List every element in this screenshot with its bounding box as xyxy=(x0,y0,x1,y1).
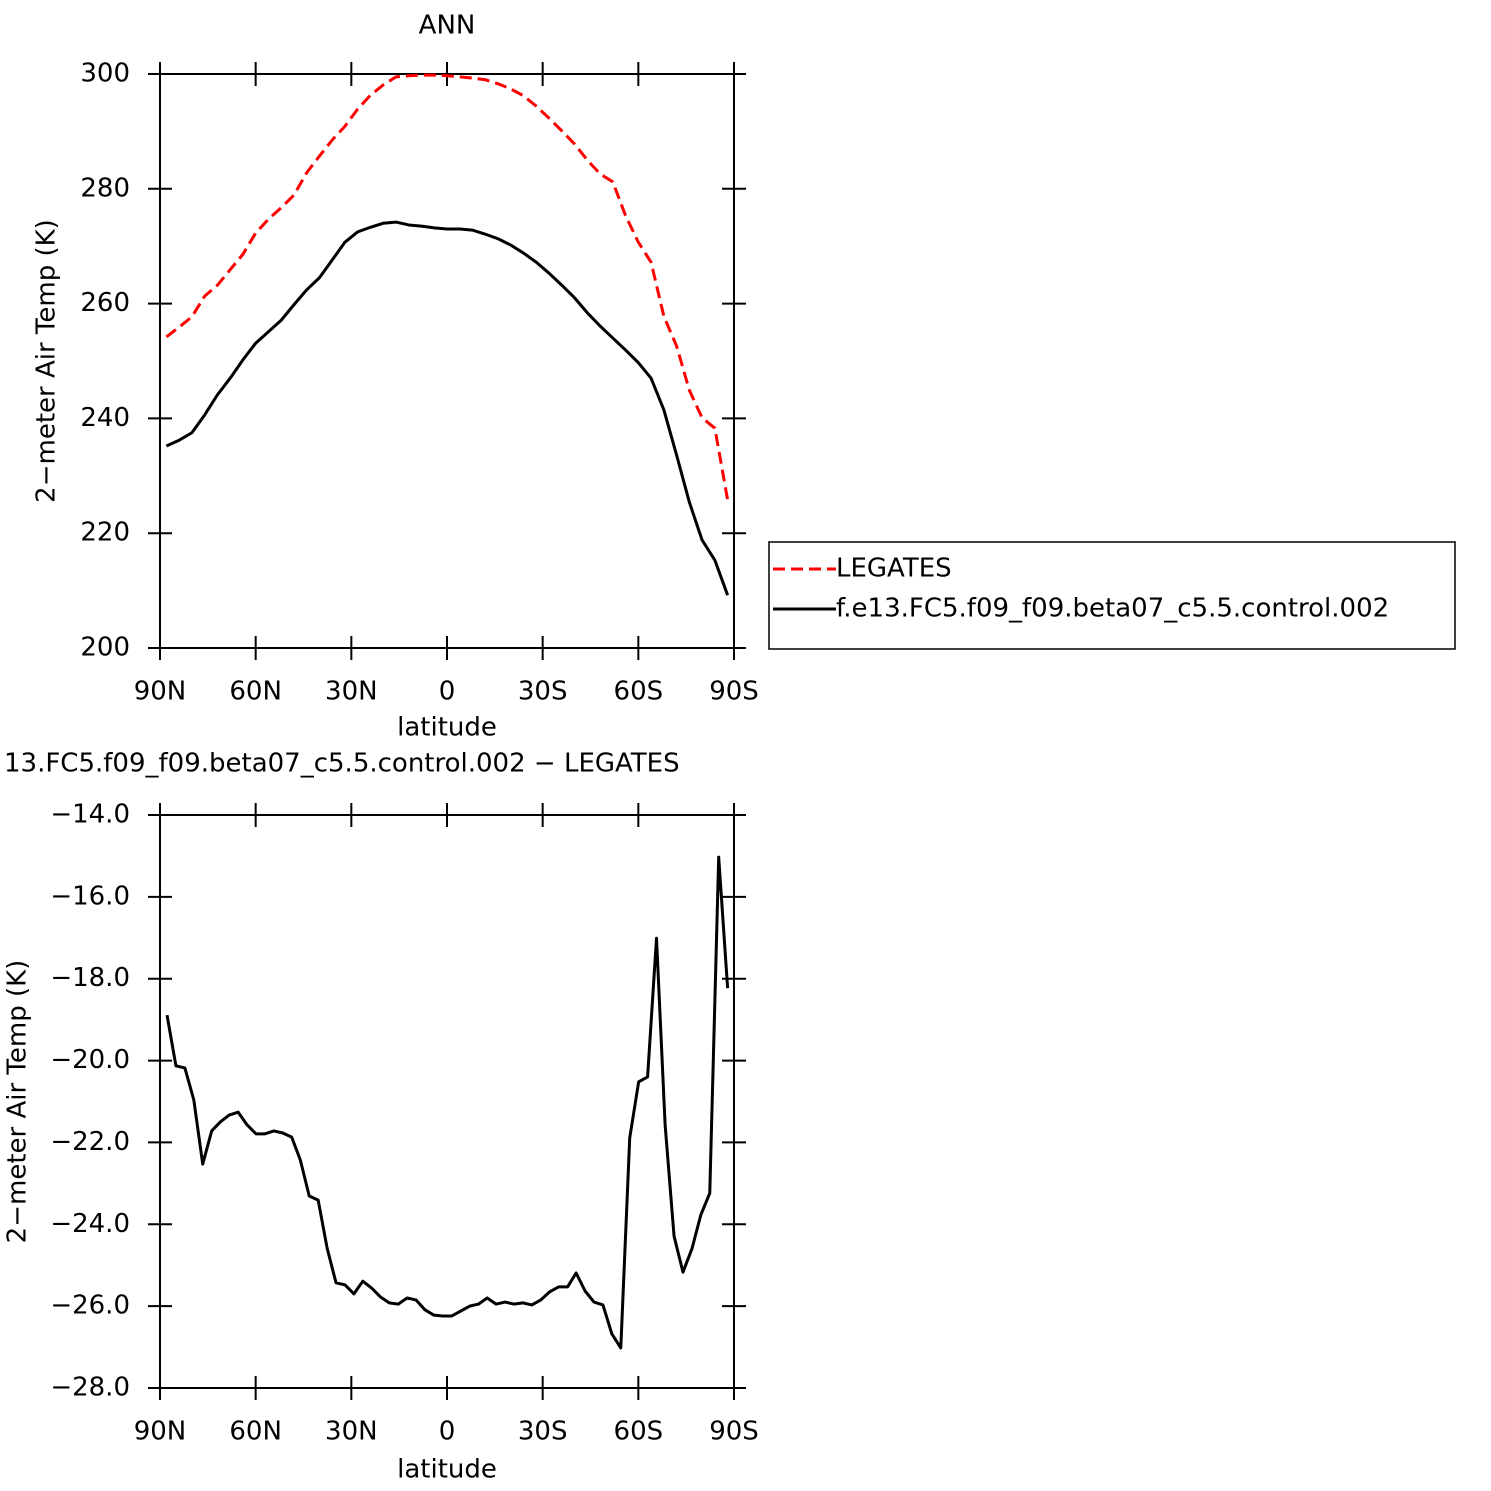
y-tick-label: −14.0 xyxy=(50,800,130,830)
y-tick-label: −22.0 xyxy=(50,1127,130,1157)
y-tick-label: 200 xyxy=(80,633,130,663)
y-tick-label: −28.0 xyxy=(50,1373,130,1403)
x-axis-label: latitude xyxy=(397,713,497,743)
y-tick-label: −26.0 xyxy=(50,1291,130,1321)
x-tick-label: 30S xyxy=(518,677,568,707)
x-tick-label: 90N xyxy=(134,1417,187,1447)
y-tick-label: −16.0 xyxy=(50,881,130,911)
legend-box xyxy=(768,541,1456,650)
x-tick-label: 30S xyxy=(518,1417,568,1447)
chart-title: 13.FC5.f09_f09.beta07_c5.5.control.002 −… xyxy=(4,749,680,779)
data-line xyxy=(165,220,730,596)
data-line xyxy=(165,855,730,1350)
x-tick-label: 60S xyxy=(614,677,664,707)
y-tick-label: 220 xyxy=(80,518,130,548)
x-tick-label: 30N xyxy=(325,1417,378,1447)
y-tick-label: −20.0 xyxy=(50,1045,130,1075)
plot-frame xyxy=(159,814,735,1389)
x-axis-label: latitude xyxy=(397,1455,497,1485)
y-tick-label: −18.0 xyxy=(50,963,130,993)
x-tick-label: 90S xyxy=(709,1417,759,1447)
chart-title: ANN xyxy=(419,11,476,41)
legend-label: f.e13.FC5.f09_f09.beta07_c5.5.control.00… xyxy=(836,594,1389,624)
legend-label: LEGATES xyxy=(836,554,952,584)
x-tick-label: 60N xyxy=(229,677,282,707)
y-tick-label: 280 xyxy=(80,173,130,203)
y-tick-label: 260 xyxy=(80,288,130,318)
x-tick-label: 60N xyxy=(229,1417,282,1447)
data-line xyxy=(165,73,730,501)
x-tick-label: 90S xyxy=(709,677,759,707)
x-tick-label: 60S xyxy=(614,1417,664,1447)
y-axis-label: 2−meter Air Temp (K) xyxy=(3,960,33,1244)
y-axis-label: 2−meter Air Temp (K) xyxy=(32,219,62,503)
y-tick-label: −24.0 xyxy=(50,1209,130,1239)
x-tick-label: 0 xyxy=(439,677,456,707)
x-tick-label: 30N xyxy=(325,677,378,707)
x-tick-label: 0 xyxy=(439,1417,456,1447)
y-tick-label: 240 xyxy=(80,403,130,433)
x-tick-label: 90N xyxy=(134,677,187,707)
y-tick-label: 300 xyxy=(80,59,130,89)
plot-frame xyxy=(159,73,735,649)
